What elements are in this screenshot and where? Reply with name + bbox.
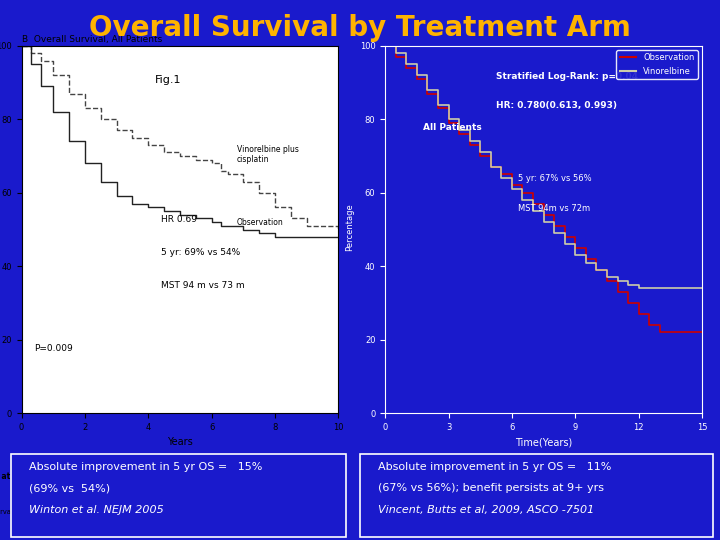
Text: 240: 240 [15,509,28,515]
Text: 5 yr: 67% vs 56%: 5 yr: 67% vs 56% [518,174,592,184]
Text: Overall Survival by Treatment Arm: Overall Survival by Treatment Arm [89,14,631,42]
Text: HR 0.69: HR 0.69 [161,215,197,224]
Text: 182: 182 [78,509,91,515]
Text: Stratified Log-Rank: p=0.04: Stratified Log-Rank: p=0.04 [496,72,638,80]
Text: 117: 117 [505,509,518,515]
X-axis label: Years: Years [167,437,193,447]
Text: 5 yr: 69% vs 54%: 5 yr: 69% vs 54% [161,248,240,257]
Text: Winton et al. NEJM 2005: Winton et al. NEJM 2005 [29,505,163,515]
Text: 9: 9 [636,509,641,515]
Text: P=0.009: P=0.009 [35,343,73,353]
Text: 0: 0 [336,509,341,515]
Legend: Observation, Vinorelbine: Observation, Vinorelbine [616,50,698,79]
Text: 94: 94 [144,509,153,515]
Text: At Risk: At Risk [379,472,409,481]
Text: 240: 240 [379,509,392,515]
Text: 58: 58 [571,509,580,515]
Text: Observation: Observation [0,509,24,515]
Text: HR: 0.780(0.613, 0.993): HR: 0.780(0.613, 0.993) [496,101,617,110]
Text: 0: 0 [700,509,704,515]
Text: All Patients: All Patients [423,123,482,132]
Text: 13: 13 [271,509,279,515]
Text: Percentage: Percentage [345,203,354,251]
Text: 155: 155 [442,509,455,515]
Text: Vinorelbine plus
cisplatin: Vinorelbine plus cisplatin [237,145,299,165]
Text: 47: 47 [207,509,216,515]
Text: (69% vs  54%): (69% vs 54%) [29,483,110,494]
Text: Absolute improvement in 5 yr OS =   15%: Absolute improvement in 5 yr OS = 15% [29,462,262,472]
X-axis label: Time(Years): Time(Years) [515,437,572,447]
Text: B  Overall Survival, All Patients: B Overall Survival, All Patients [22,35,162,44]
Text: Observation: Observation [379,509,420,515]
Text: MST 94m vs 72m: MST 94m vs 72m [518,204,590,213]
Text: Observation: Observation [237,219,284,227]
Text: Fig.1: Fig.1 [155,75,181,85]
Text: MST 94 m vs 73 m: MST 94 m vs 73 m [161,281,245,291]
Text: Absolute improvement in 5 yr OS =   11%: Absolute improvement in 5 yr OS = 11% [378,462,611,472]
Text: (67% vs 56%); benefit persists at 9+ yrs: (67% vs 56%); benefit persists at 9+ yrs [378,483,604,494]
Text: No. at Risk: No. at Risk [0,472,30,481]
Text: Vincent, Butts et al, 2009, ASCO -7501: Vincent, Butts et al, 2009, ASCO -7501 [378,505,594,515]
